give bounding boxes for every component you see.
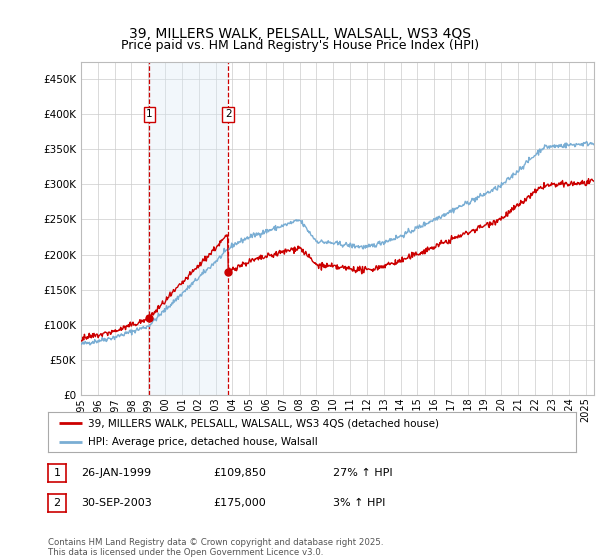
- Text: 2: 2: [225, 109, 232, 119]
- Text: Contains HM Land Registry data © Crown copyright and database right 2025.
This d: Contains HM Land Registry data © Crown c…: [48, 538, 383, 557]
- Bar: [149, 62, 228, 395]
- Text: 39, MILLERS WALK, PELSALL, WALSALL, WS3 4QS: 39, MILLERS WALK, PELSALL, WALSALL, WS3 …: [129, 27, 471, 41]
- Text: £109,850: £109,850: [213, 468, 266, 478]
- Text: 2: 2: [53, 498, 61, 508]
- Text: 39, MILLERS WALK, PELSALL, WALSALL, WS3 4QS (detached house): 39, MILLERS WALK, PELSALL, WALSALL, WS3 …: [88, 418, 439, 428]
- Text: 1: 1: [53, 468, 61, 478]
- Text: 30-SEP-2003: 30-SEP-2003: [81, 498, 152, 508]
- Text: 27% ↑ HPI: 27% ↑ HPI: [333, 468, 392, 478]
- Text: 26-JAN-1999: 26-JAN-1999: [81, 468, 151, 478]
- Text: Price paid vs. HM Land Registry's House Price Index (HPI): Price paid vs. HM Land Registry's House …: [121, 39, 479, 52]
- Text: 1: 1: [146, 109, 153, 119]
- Text: HPI: Average price, detached house, Walsall: HPI: Average price, detached house, Wals…: [88, 437, 317, 446]
- Text: £175,000: £175,000: [213, 498, 266, 508]
- Text: 3% ↑ HPI: 3% ↑ HPI: [333, 498, 385, 508]
